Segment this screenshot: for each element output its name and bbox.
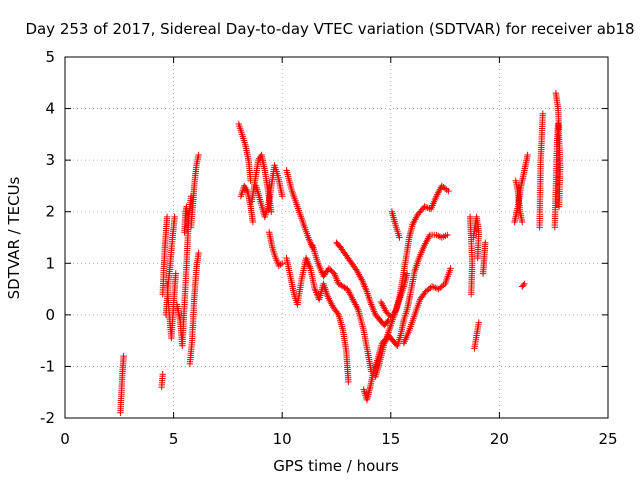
y-tick-label: 2 xyxy=(45,203,55,221)
y-tick-label: 0 xyxy=(45,306,55,324)
data-point-markers xyxy=(117,89,564,416)
y-axis-label: SDTVAR / TECUs xyxy=(5,176,23,299)
x-tick-label: 10 xyxy=(273,430,292,448)
y-tick-label: 5 xyxy=(45,48,55,66)
x-tick-label: 0 xyxy=(60,430,70,448)
x-tick-label: 5 xyxy=(169,430,179,448)
plot-frame xyxy=(64,56,609,419)
y-tick-label: -2 xyxy=(40,409,55,427)
chart-title: Day 253 of 2017, Sidereal Day-to-day VTE… xyxy=(25,20,634,38)
y-tick-label: 4 xyxy=(45,100,55,118)
y-tick-label: 1 xyxy=(45,254,55,272)
axis-ticks: 0 5 10 15 20 25 -2 -1 0 1 2 3 4 5 xyxy=(40,48,618,448)
x-tick-label: 25 xyxy=(598,430,617,448)
x-axis-label: GPS time / hours xyxy=(273,457,399,475)
x-tick-label: 15 xyxy=(381,430,400,448)
y-tick-label: 3 xyxy=(45,151,55,169)
x-tick-label: 20 xyxy=(490,430,509,448)
data-points xyxy=(117,89,564,416)
y-tick-label: -1 xyxy=(40,357,55,375)
